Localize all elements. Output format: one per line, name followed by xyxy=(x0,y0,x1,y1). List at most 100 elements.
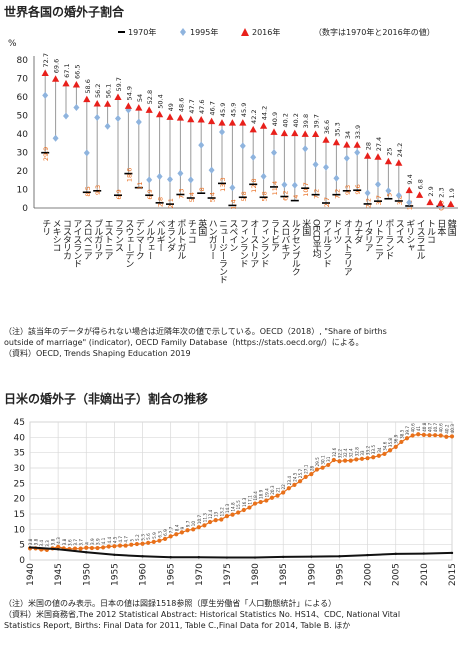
point-1995 xyxy=(406,198,413,206)
label-1970: 3.8 xyxy=(396,195,404,205)
x-tick-label: 1955 xyxy=(110,563,120,586)
data-point xyxy=(314,467,320,472)
data-point xyxy=(112,544,117,549)
data-point xyxy=(394,552,397,556)
point-2016 xyxy=(343,141,351,148)
y-tick-label: 0 xyxy=(22,204,28,214)
label-1970: 5.4 xyxy=(209,192,217,202)
x-tick-label: 2015 xyxy=(448,563,458,586)
point-1995 xyxy=(271,149,277,157)
data-point xyxy=(450,551,454,555)
category-label: ギリシャ xyxy=(404,219,415,251)
point-2016 xyxy=(187,115,195,123)
label-2016: 9.4 xyxy=(406,174,414,184)
label-1970: 5.8 xyxy=(240,191,248,201)
y-tick-label: 40 xyxy=(17,130,29,140)
label-1970: 7.2 xyxy=(333,189,341,199)
data-label: 3.7 xyxy=(79,539,84,546)
label-2016: 40.2 xyxy=(281,113,289,127)
country-group: 0.92.3 xyxy=(436,187,445,211)
point-2016 xyxy=(416,191,424,198)
data-label: 18.4 xyxy=(253,491,258,501)
data-label: 3.6 xyxy=(67,539,72,546)
label-2016: 56.1 xyxy=(105,84,113,98)
label-2016: 45.9 xyxy=(219,103,227,117)
point-1995 xyxy=(323,163,329,171)
country-group: 11.4 40.9 xyxy=(270,112,279,195)
data-point xyxy=(444,434,449,439)
data-label: 5 xyxy=(129,539,134,542)
label-2016: 33.9 xyxy=(354,125,362,139)
data-label: 10 xyxy=(191,521,196,527)
data-point xyxy=(56,548,60,551)
x-tick-label: 1990 xyxy=(307,563,317,586)
data-point xyxy=(207,519,213,525)
data-point xyxy=(134,541,140,547)
data-point xyxy=(219,517,224,522)
series-line xyxy=(30,433,453,551)
label-2016: 24.2 xyxy=(396,143,404,157)
label-2016: 39.8 xyxy=(302,114,310,128)
country-group: 6.9 59.7 xyxy=(114,77,123,200)
country-group: 1.1 9.4 xyxy=(405,174,414,210)
data-point xyxy=(359,456,365,461)
country-group: 12.8 42.2 xyxy=(249,109,258,193)
data-label: 34.6 xyxy=(382,441,387,451)
country-group: 7.3 48.6 xyxy=(176,98,185,199)
data-point xyxy=(179,530,185,535)
y-tick-label: 70 xyxy=(17,75,29,85)
label-1970: 4 xyxy=(292,195,300,199)
x-tick-label: 1995 xyxy=(335,563,345,586)
point-2016 xyxy=(270,128,278,135)
point-2016 xyxy=(166,113,174,120)
point-1995 xyxy=(364,189,371,197)
data-label: 33 xyxy=(360,450,365,456)
point-2016 xyxy=(260,122,268,129)
series-line xyxy=(29,546,453,559)
country-group: 11 54 xyxy=(134,94,144,190)
point-1995 xyxy=(177,169,184,177)
data-point xyxy=(382,451,387,456)
data-label: 32.8 xyxy=(354,447,359,457)
data-label: 6.3 xyxy=(157,531,162,538)
data-point xyxy=(191,527,196,532)
data-label: 35.8 xyxy=(388,438,393,448)
data-point xyxy=(393,444,398,449)
country-group: 29.9 72.7 xyxy=(41,53,50,161)
data-point xyxy=(241,507,246,513)
data-point xyxy=(416,432,421,437)
category-label: イタリア xyxy=(363,219,374,252)
point-2016 xyxy=(384,157,392,165)
country-group: 7.2 39.7 xyxy=(311,114,321,199)
label-2016: 58.6 xyxy=(84,79,92,93)
label-1970: 1.4 xyxy=(229,199,237,209)
country-group: 10.7 39.8 xyxy=(301,114,310,197)
label-2016: 67.1 xyxy=(63,63,71,77)
data-label: 4.7 xyxy=(124,536,129,543)
label-1970: 2.2 xyxy=(365,198,373,208)
label-1970: 11.4 xyxy=(271,181,279,195)
data-label: 29.5 xyxy=(315,457,320,467)
data-point xyxy=(129,542,134,547)
category-label: メキシコ xyxy=(51,219,61,252)
point-2016 xyxy=(332,138,340,146)
point-1995 xyxy=(312,161,319,169)
label-2016: 44.2 xyxy=(261,106,269,120)
label-1970: 7.3 xyxy=(177,188,185,198)
label-2016: 45.9 xyxy=(240,103,248,117)
point-2016 xyxy=(395,159,403,166)
country-group: 3.7 27.4 xyxy=(374,137,383,205)
data-label: 40.6 xyxy=(439,423,444,433)
country-group: 6.2 40.2 xyxy=(280,113,289,201)
category-label: エストニア xyxy=(103,219,114,260)
data-label: 3.8 xyxy=(34,538,39,545)
data-point xyxy=(438,433,443,438)
point-1995 xyxy=(354,149,361,156)
point-2016 xyxy=(197,115,205,123)
point-2016 xyxy=(93,100,101,107)
data-point xyxy=(310,555,313,558)
label-2016: 69.6 xyxy=(53,59,61,73)
data-point xyxy=(371,455,376,460)
legend-label: 1995年 xyxy=(190,27,218,37)
